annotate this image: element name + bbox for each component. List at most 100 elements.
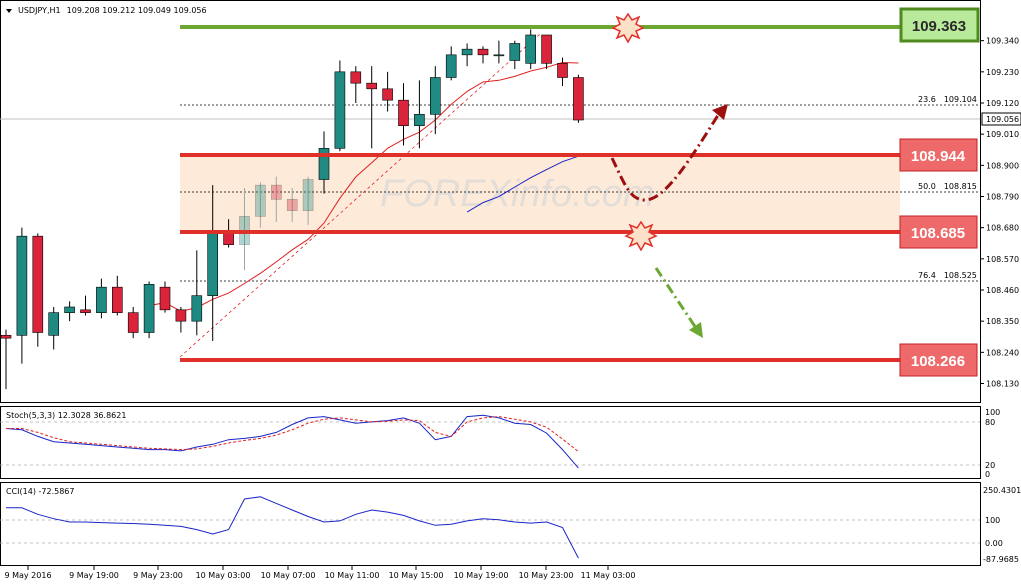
x-tick-label: 9 May 19:00 [69, 571, 119, 580]
y-tick-label: 108.350 [986, 317, 1019, 326]
x-tick-label: 10 May 23:00 [519, 571, 574, 580]
candle-body [509, 43, 521, 61]
y-tick-label: 108.460 [986, 286, 1019, 295]
ma-slow-line [466, 155, 579, 213]
stoch-main-line [5, 414, 579, 469]
cci-tick-0: 0.00 [985, 539, 1003, 548]
stoch-tick-0: 0 [985, 470, 990, 479]
y-tick-label: 109.340 [986, 37, 1019, 46]
candle-body [366, 82, 378, 90]
y-axis-ticks: 109.340 109.230 109.120 109.010 108.900 108.7… [980, 37, 1019, 389]
candle-body [350, 71, 362, 84]
level-box-top [899, 7, 980, 43]
candle-body [48, 312, 60, 336]
candle-body [112, 286, 123, 313]
candle-body [159, 286, 171, 311]
dropdown-chevron-icon[interactable] [6, 9, 12, 13]
stoch-label: Stoch(5,3,3) 12.3028 36.8621 [6, 411, 126, 420]
stochastic-lines [5, 414, 579, 469]
level-box-upper-text: 108.944 [911, 148, 966, 165]
candle-body [96, 286, 107, 313]
candle-body [541, 34, 552, 64]
x-tick-label: 11 May 03:00 [581, 571, 636, 580]
cci-tick-100: 100 [985, 516, 1000, 525]
watermark: FOREXinfo.com [380, 173, 655, 215]
x-tick-label: 9 May 2016 [4, 571, 51, 580]
bearish-scenario-arrow [654, 267, 698, 329]
candle-body [493, 54, 505, 57]
candle-body [573, 77, 584, 121]
candle-body [461, 48, 473, 56]
level-box-bottom [899, 343, 978, 377]
burst-icon-lower [624, 220, 658, 252]
cci-panel [0, 482, 981, 566]
candle-body [414, 114, 425, 126]
candlesticks [0, 29, 584, 390]
y-tick-label: 108.790 [986, 193, 1019, 202]
level-box-upper [899, 138, 978, 172]
x-tick-label: 10 May 11:00 [325, 571, 380, 580]
moving-averages [149, 61, 579, 312]
level-box-lower [899, 215, 978, 249]
candle-body [429, 77, 441, 115]
candle-body [302, 179, 314, 211]
candle-body [286, 199, 298, 211]
bullish-scenario-arrow [610, 111, 722, 202]
stoch-tick-80: 80 [985, 418, 995, 427]
y-tick-label: 108.900 [986, 161, 1019, 170]
y-tick-label: 108.130 [986, 380, 1019, 389]
fib-label-50: 50.0 108.815 [918, 182, 977, 191]
x-tick-label: 10 May 03:00 [196, 571, 251, 580]
y-tick-label: 109.010 [986, 130, 1019, 139]
candle-body [16, 235, 28, 336]
cci-value-line [6, 496, 579, 559]
candle-body [255, 184, 266, 217]
y-tick-label: 109.120 [986, 99, 1019, 108]
current-price-tag [981, 112, 1021, 126]
level-box-top-text: 109.363 [912, 18, 966, 35]
y-tick-label: 109.230 [986, 68, 1019, 77]
fib-label-76-4: 76.4 108.525 [918, 271, 977, 280]
x-tick-label: 10 May 15:00 [389, 571, 444, 580]
x-axis-ticks: 9 May 2016 9 May 19:00 9 May 23:00 10 May 0… [4, 566, 635, 580]
candle-body [270, 184, 282, 200]
fib-label-23-6: 23.6 109.104 [918, 95, 977, 104]
candle-body [80, 309, 91, 313]
candle-body [334, 71, 346, 149]
candle-body [382, 88, 393, 101]
x-tick-label: 10 May 19:00 [454, 571, 509, 580]
cci-label: CCI(14) -72.5867 [6, 487, 74, 496]
level-box-lower-text: 108.685 [911, 225, 965, 242]
burst-icon-top [611, 12, 645, 44]
candle-body [175, 309, 187, 322]
candle-body [191, 295, 203, 322]
support-zone [180, 155, 900, 232]
candle-body [0, 335, 12, 339]
fib-trendline [179, 33, 541, 358]
candle-body [557, 63, 568, 78]
candle-body [398, 99, 409, 126]
stoch-signal-line [6, 416, 579, 452]
candle-body [525, 34, 537, 64]
candle-body [477, 48, 489, 56]
x-tick-label: 10 May 07:00 [261, 571, 316, 580]
y-tick-label: 108.680 [986, 224, 1019, 233]
cci-tick-max: 250.4301 [983, 486, 1021, 495]
candle-body [445, 54, 457, 78]
stoch-tick-20: 20 [985, 461, 995, 470]
y-tick-label: 108.240 [986, 348, 1019, 357]
candle-body [143, 284, 155, 333]
cci-line [6, 496, 579, 559]
cci-tick-min: -87.9685 [983, 555, 1019, 564]
x-tick-label: 9 May 23:00 [133, 571, 183, 580]
candle-body [318, 148, 330, 180]
candle-body [64, 306, 75, 313]
stoch-tick-100: 100 [985, 408, 1000, 417]
ma-fast-line [149, 61, 579, 312]
candle-body [207, 230, 218, 296]
candle-body [32, 235, 44, 333]
current-price-tag-text: 109.056 [986, 115, 1019, 124]
bullish-arrow-head-icon [712, 104, 728, 120]
candle-body [127, 312, 139, 333]
